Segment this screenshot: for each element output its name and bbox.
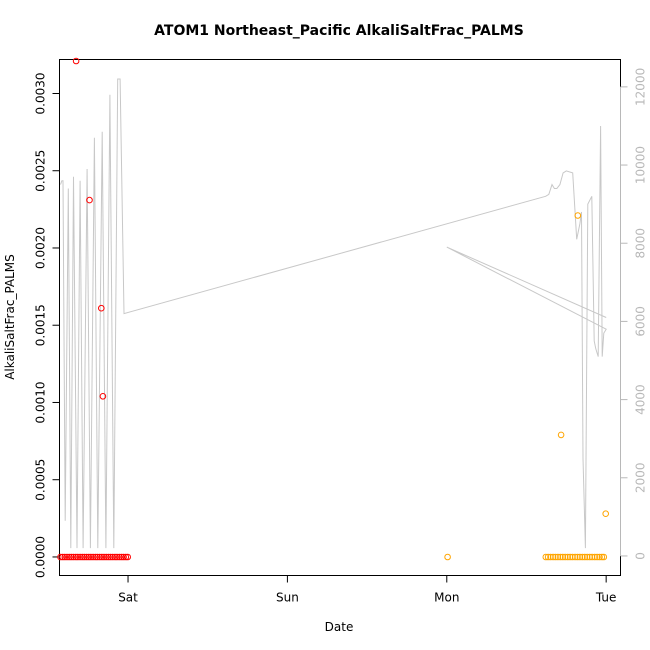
point-s0-22 xyxy=(105,553,112,561)
x-axis: Sat Sun Mon Tue xyxy=(118,575,617,605)
point-s0-30 xyxy=(122,553,130,561)
point-s0-12 xyxy=(83,553,90,561)
x-tick-label-1: Sun xyxy=(276,591,299,605)
point-s1-19 xyxy=(586,553,594,561)
point-s0-26 xyxy=(113,553,121,561)
point-s0-7 xyxy=(72,553,80,561)
point-s0-34 xyxy=(98,304,105,312)
point-s0-27 xyxy=(116,553,123,561)
point-s0-8 xyxy=(74,553,82,561)
point-s1-5 xyxy=(552,553,559,561)
point-s1-3 xyxy=(547,553,554,561)
point-s1-7 xyxy=(557,553,564,561)
point-s0-1 xyxy=(59,553,67,561)
left-tick-label-3: 0.0015 xyxy=(34,304,48,346)
point-s1-17 xyxy=(581,553,589,561)
point-s1-13 xyxy=(571,553,579,561)
point-s0-9 xyxy=(76,553,84,561)
point-s1-1 xyxy=(542,553,550,561)
right-tick-label-4: 8000 xyxy=(634,228,648,259)
right-tick-label-2: 4000 xyxy=(634,384,648,415)
point-s1-11 xyxy=(566,553,574,561)
point-s1-20 xyxy=(588,553,596,561)
point-s0-20 xyxy=(100,553,108,561)
point-s1-4 xyxy=(549,553,557,561)
left-tick-label-5: 0.0025 xyxy=(34,150,48,192)
point-s0-4 xyxy=(65,553,73,561)
point-s0-6 xyxy=(70,553,77,561)
point-s0-21 xyxy=(102,553,110,561)
point-s1-15 xyxy=(576,553,584,561)
point-s0-18 xyxy=(96,553,103,561)
point-s1-16 xyxy=(579,553,586,561)
point-s0-13 xyxy=(85,553,93,561)
point-s1-0 xyxy=(444,553,451,561)
point-s1-28 xyxy=(602,510,610,518)
point-s1-24 xyxy=(598,553,606,561)
point-s0-31 xyxy=(124,553,131,561)
right-tick-label-3: 6000 xyxy=(634,306,648,337)
point-s0-28 xyxy=(118,553,125,561)
point-s0-23 xyxy=(107,553,114,561)
point-s0-32 xyxy=(72,57,80,65)
x-axis-label: Date xyxy=(325,620,354,634)
point-s1-12 xyxy=(569,553,576,561)
point-s1-14 xyxy=(574,553,581,561)
point-s0-0 xyxy=(57,553,64,561)
point-s1-2 xyxy=(544,553,552,561)
left-tick-label-4: 0.0020 xyxy=(34,227,48,269)
point-s1-25 xyxy=(600,553,608,561)
point-series-layer xyxy=(57,57,610,561)
point-s0-5 xyxy=(68,553,75,561)
point-s0-29 xyxy=(120,553,127,561)
point-s1-18 xyxy=(583,553,591,561)
point-s0-2 xyxy=(61,553,69,561)
point-s0-35 xyxy=(99,393,107,400)
right-y-axis: 0 2000 4000 6000 8000 10000 12000 xyxy=(620,68,648,560)
point-s0-16 xyxy=(92,553,99,561)
line-series-layer xyxy=(60,78,607,549)
point-s1-10 xyxy=(564,553,572,561)
right-tick-label-1: 2000 xyxy=(634,462,648,493)
right-tick-label-0: 0 xyxy=(634,552,648,560)
point-s1-21 xyxy=(591,553,599,561)
right-tick-label-5: 10000 xyxy=(634,146,648,184)
x-tick-label-3: Tue xyxy=(595,591,617,605)
left-tick-label-6: 0.0030 xyxy=(34,72,48,114)
point-s0-17 xyxy=(94,553,101,561)
point-s0-15 xyxy=(89,553,97,561)
point-s0-11 xyxy=(81,553,88,561)
left-tick-label-0: 0.0000 xyxy=(34,536,48,578)
point-s1-23 xyxy=(596,553,603,561)
chart-title: ATOM1 Northeast_Pacific AlkaliSaltFrac_P… xyxy=(154,23,524,39)
x-tick-label-0: Sat xyxy=(118,591,138,605)
point-s0-24 xyxy=(109,553,116,561)
point-s0-33 xyxy=(86,196,93,204)
plot-area xyxy=(59,59,621,576)
point-s0-19 xyxy=(98,553,106,561)
point-s1-8 xyxy=(559,553,567,561)
x-tick-label-2: Mon xyxy=(434,591,459,605)
point-s1-26 xyxy=(557,431,565,439)
y-axis-label: AlkaliSaltFrac_PALMS xyxy=(3,254,17,380)
point-s1-6 xyxy=(554,553,562,561)
point-s0-3 xyxy=(63,553,71,561)
point-s0-14 xyxy=(87,553,95,561)
left-y-axis: 0.0000 0.0005 0.0010 0.0015 0.0020 0.0025 0.00… xyxy=(34,72,60,578)
point-s1-27 xyxy=(574,212,582,219)
left-tick-label-2: 0.0010 xyxy=(34,381,48,423)
line-series-path xyxy=(60,78,607,549)
point-s0-10 xyxy=(79,553,86,561)
point-s1-22 xyxy=(593,553,601,561)
left-tick-label-1: 0.0005 xyxy=(34,459,48,501)
point-s1-9 xyxy=(561,553,569,561)
point-s0-25 xyxy=(111,553,119,561)
right-tick-label-6: 12000 xyxy=(634,68,648,106)
